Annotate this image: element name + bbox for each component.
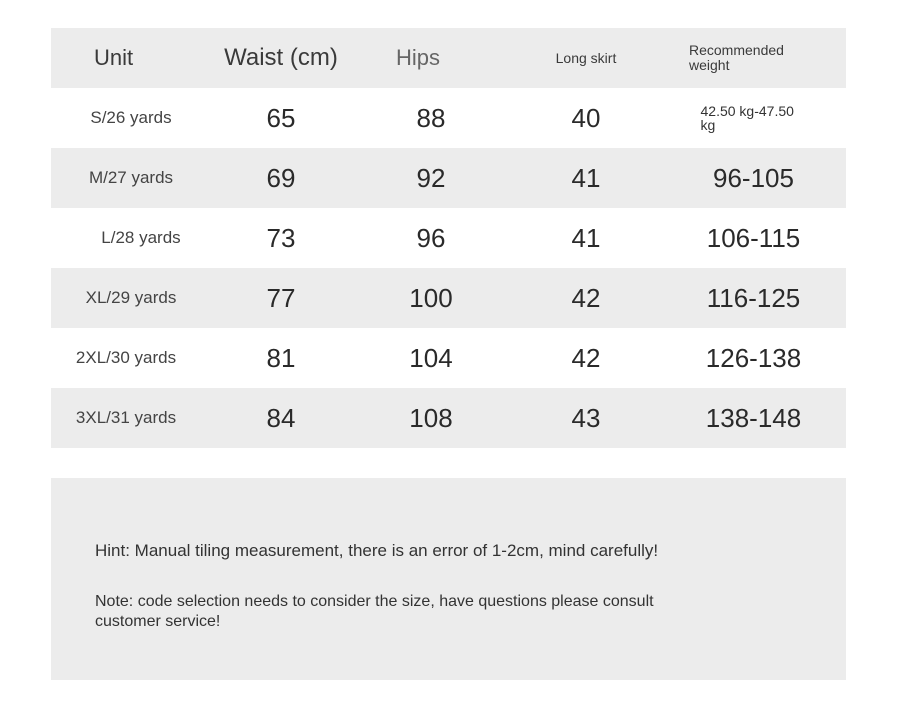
header-recommended-weight: Recommended weight [661, 28, 846, 88]
size-table: Unit Waist (cm) Hips Long skirt Recommen… [51, 28, 846, 448]
row-waist: 81 [266, 342, 296, 373]
header-waist: Waist (cm) [224, 44, 338, 71]
row-weight-value: 42.50 kg-47.50 kg [700, 103, 794, 133]
table-row: S/26 yards 65 88 40 42.50 kg-47.50 kg [51, 88, 846, 148]
table-row: XL/29 yards 77 100 42 116-125 [51, 268, 846, 328]
row-waist: 73 [266, 222, 296, 253]
row-hips: 88 [416, 102, 446, 133]
row-unit: S/26 yards [90, 108, 172, 127]
row-long-skirt: 43 [571, 402, 601, 433]
row-long-skirt: 41 [571, 222, 601, 253]
row-hips: 96 [416, 222, 446, 253]
header-hips: Hips [396, 45, 441, 70]
table-row: 2XL/30 yards 81 104 42 126-138 [51, 328, 846, 388]
header-weight-label: Recommended weight [689, 42, 784, 73]
note-text: Note: code selection needs to consider t… [95, 593, 654, 630]
row-unit: M/27 yards [88, 168, 174, 187]
row-unit: 3XL/31 yards [75, 408, 177, 427]
row-waist: 84 [266, 402, 296, 433]
notes-box: Hint: Manual tiling measurement, there i… [51, 478, 846, 680]
row-hips: 108 [409, 402, 453, 433]
row-waist: 65 [266, 102, 296, 133]
row-weight: 116-125 [706, 282, 801, 313]
table-row: M/27 yards 69 92 41 96-105 [51, 148, 846, 208]
row-long-skirt: 42 [571, 282, 601, 313]
row-weight: 138-148 [705, 402, 802, 433]
row-unit: XL/29 yards [85, 288, 177, 307]
row-unit: 2XL/30 yards [75, 348, 177, 367]
row-hips: 100 [409, 282, 453, 313]
row-long-skirt: 41 [571, 162, 601, 193]
row-weight: 126-138 [705, 342, 802, 373]
row-long-skirt: 42 [571, 342, 601, 373]
row-hips: 104 [409, 342, 453, 373]
hint-text: Hint: Manual tiling measurement, there i… [95, 541, 659, 560]
table-row: L/28 yards 73 96 41 106-115 [51, 208, 846, 268]
row-weight: 96-105 [713, 162, 794, 193]
table-header-row: Unit Waist (cm) Hips Long skirt Recommen… [51, 28, 846, 88]
row-long-skirt: 40 [571, 102, 601, 133]
row-waist: 69 [266, 162, 296, 193]
table-row: 3XL/31 yards 84 108 43 138-148 [51, 388, 846, 448]
row-waist: 77 [266, 282, 296, 313]
row-weight: 106-115 [706, 222, 801, 253]
row-unit: L/28 yards [101, 228, 181, 247]
header-unit: Unit [94, 45, 134, 70]
header-long-skirt: Long skirt [555, 50, 617, 66]
row-weight: 42.50 kg-47.50 kg [661, 88, 846, 148]
row-hips: 92 [416, 162, 446, 193]
